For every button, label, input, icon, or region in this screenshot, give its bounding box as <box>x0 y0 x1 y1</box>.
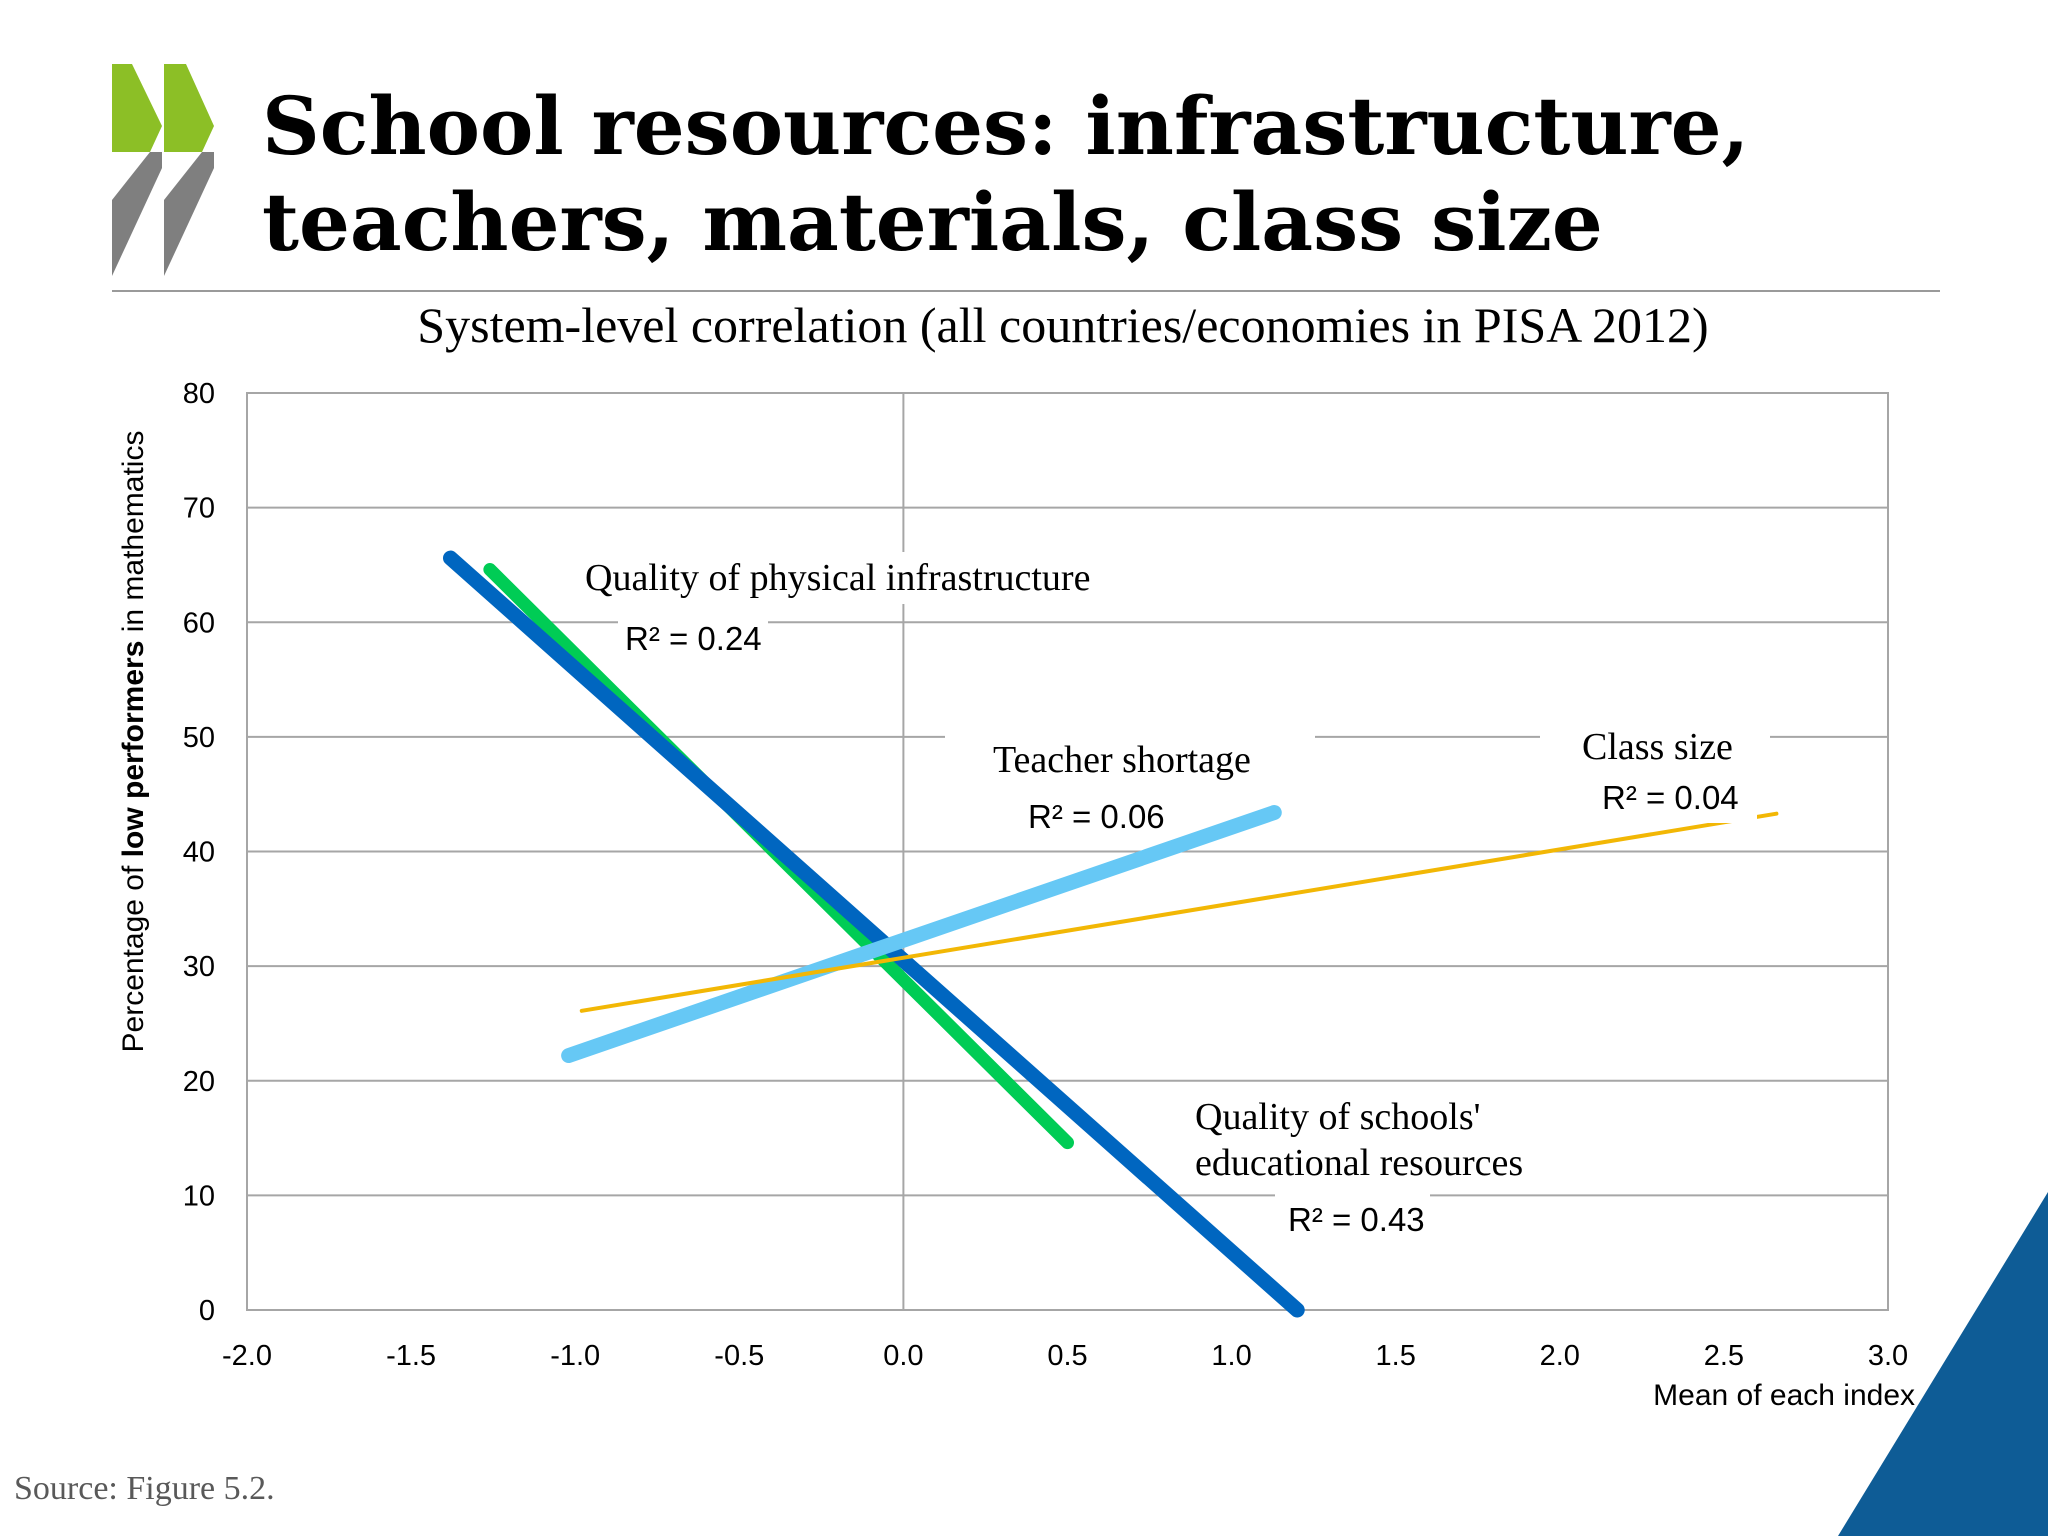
x-tick-label: -2.0 <box>222 1340 272 1372</box>
y-axis-title-emphasis: low performers <box>117 641 150 858</box>
source-note: Source: Figure 5.2. <box>14 1470 275 1507</box>
y-tick-label: 80 <box>183 378 215 410</box>
logo-chevron-left-green <box>112 64 162 152</box>
x-tick-label: 2.0 <box>1540 1340 1580 1372</box>
x-tick-label: 0.0 <box>883 1340 923 1372</box>
logo-chevron-right-green <box>164 64 214 152</box>
y-tick-label: 50 <box>183 722 215 754</box>
series-label-class-size: Class size <box>1582 726 1733 768</box>
x-tick-label: -0.5 <box>714 1340 764 1372</box>
y-tick-label: 10 <box>183 1180 215 1212</box>
oecd-logo <box>112 64 214 276</box>
x-tick-label: -1.0 <box>550 1340 600 1372</box>
series-line-teacher-shortage <box>561 805 1282 1064</box>
chart-title: System-level correlation (all countries/… <box>417 297 1709 353</box>
series-label-bg <box>580 552 1175 604</box>
x-tick-label: 1.0 <box>1211 1340 1251 1372</box>
series-r2-class-size: R² = 0.04 <box>1602 779 1739 816</box>
title-divider <box>112 290 1940 292</box>
logo-chevron-right-grey <box>164 152 214 276</box>
series-label-bg <box>945 735 1315 785</box>
series-r2-physical-infrastructure: R² = 0.24 <box>625 620 762 657</box>
y-axis-title-part: Percentage of <box>117 857 150 1052</box>
x-tick-label: 2.5 <box>1704 1340 1744 1372</box>
y-axis-title-part: in mathematics <box>117 431 150 641</box>
x-tick-label: -1.5 <box>386 1340 436 1372</box>
x-tick-label: 0.5 <box>1047 1340 1087 1372</box>
series-r2-bg <box>618 610 768 660</box>
y-tick-label: 40 <box>183 837 215 869</box>
slide-title-line-1: School resources: infrastructure, <box>262 79 1750 173</box>
slide-title-line-2: teachers, materials, class size <box>262 175 1603 269</box>
y-tick-label: 60 <box>183 607 215 639</box>
y-tick-label: 0 <box>199 1295 215 1327</box>
slide-title: School resources: infrastructure, teache… <box>262 78 1902 270</box>
x-tick-label: 3.0 <box>1868 1340 1908 1372</box>
series-r2-bg <box>1595 775 1757 823</box>
series-r2-bg <box>1275 1193 1430 1241</box>
series-label-physical-infrastructure: Quality of physical infrastructure <box>585 557 1090 599</box>
series-label-bg <box>1192 1093 1587 1189</box>
corner-triangle <box>1838 1192 2048 1536</box>
series-r2-bg <box>1022 790 1174 838</box>
x-axis-title: Mean of each index <box>1653 1379 1915 1412</box>
series-line-class-size <box>579 811 1779 1013</box>
y-axis-title: Percentage of low performers in mathemat… <box>117 431 150 1053</box>
x-tick-label: 1.5 <box>1376 1340 1416 1372</box>
y-tick-label: 30 <box>183 951 215 983</box>
series-label-educational-resources: Quality of schools' <box>1195 1096 1480 1138</box>
series-label-educational-resources: educational resources <box>1195 1142 1523 1184</box>
series-line-quality-of-schools-educational-resources <box>442 550 1305 1318</box>
series-label-teacher-shortage: Teacher shortage <box>993 739 1251 781</box>
y-tick-label: 70 <box>183 493 215 525</box>
series-r2-teacher-shortage: R² = 0.06 <box>1028 798 1165 835</box>
logo-chevron-left-grey <box>112 152 162 276</box>
series-label-bg <box>1540 723 1770 771</box>
y-tick-label: 20 <box>183 1066 215 1098</box>
series-r2-educational-resources: R² = 0.43 <box>1288 1201 1425 1238</box>
